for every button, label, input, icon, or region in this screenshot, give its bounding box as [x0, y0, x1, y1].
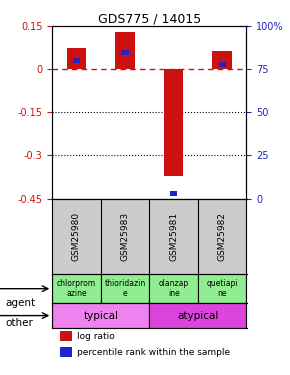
Bar: [60, 347, 72, 357]
Text: quetiapi
ne: quetiapi ne: [206, 279, 238, 298]
Text: atypical: atypical: [177, 310, 219, 321]
Bar: [67, 48, 86, 69]
Bar: [170, 191, 177, 196]
Text: GSM25982: GSM25982: [218, 212, 227, 261]
Bar: [198, 274, 246, 303]
Bar: [122, 50, 129, 55]
Text: GSM25980: GSM25980: [72, 211, 81, 261]
Text: olanzap
ine: olanzap ine: [159, 279, 189, 298]
Text: typical: typical: [83, 310, 118, 321]
Text: percentile rank within the sample: percentile rank within the sample: [77, 348, 231, 357]
Text: other: other: [6, 318, 34, 328]
Bar: [149, 303, 246, 328]
Text: thioridazin
e: thioridazin e: [104, 279, 146, 298]
Bar: [115, 32, 135, 69]
Text: agent: agent: [6, 298, 36, 308]
Bar: [213, 51, 232, 69]
Title: GDS775 / 14015: GDS775 / 14015: [98, 12, 201, 25]
Bar: [219, 62, 226, 67]
Bar: [101, 274, 149, 303]
Bar: [52, 274, 101, 303]
Bar: [149, 274, 198, 303]
Text: log ratio: log ratio: [77, 332, 115, 340]
Bar: [52, 303, 149, 328]
Bar: [164, 69, 183, 176]
Bar: [60, 331, 72, 341]
Text: chlorprom
azine: chlorprom azine: [57, 279, 96, 298]
Bar: [73, 58, 80, 63]
Text: GSM25983: GSM25983: [121, 211, 130, 261]
Text: GSM25981: GSM25981: [169, 211, 178, 261]
